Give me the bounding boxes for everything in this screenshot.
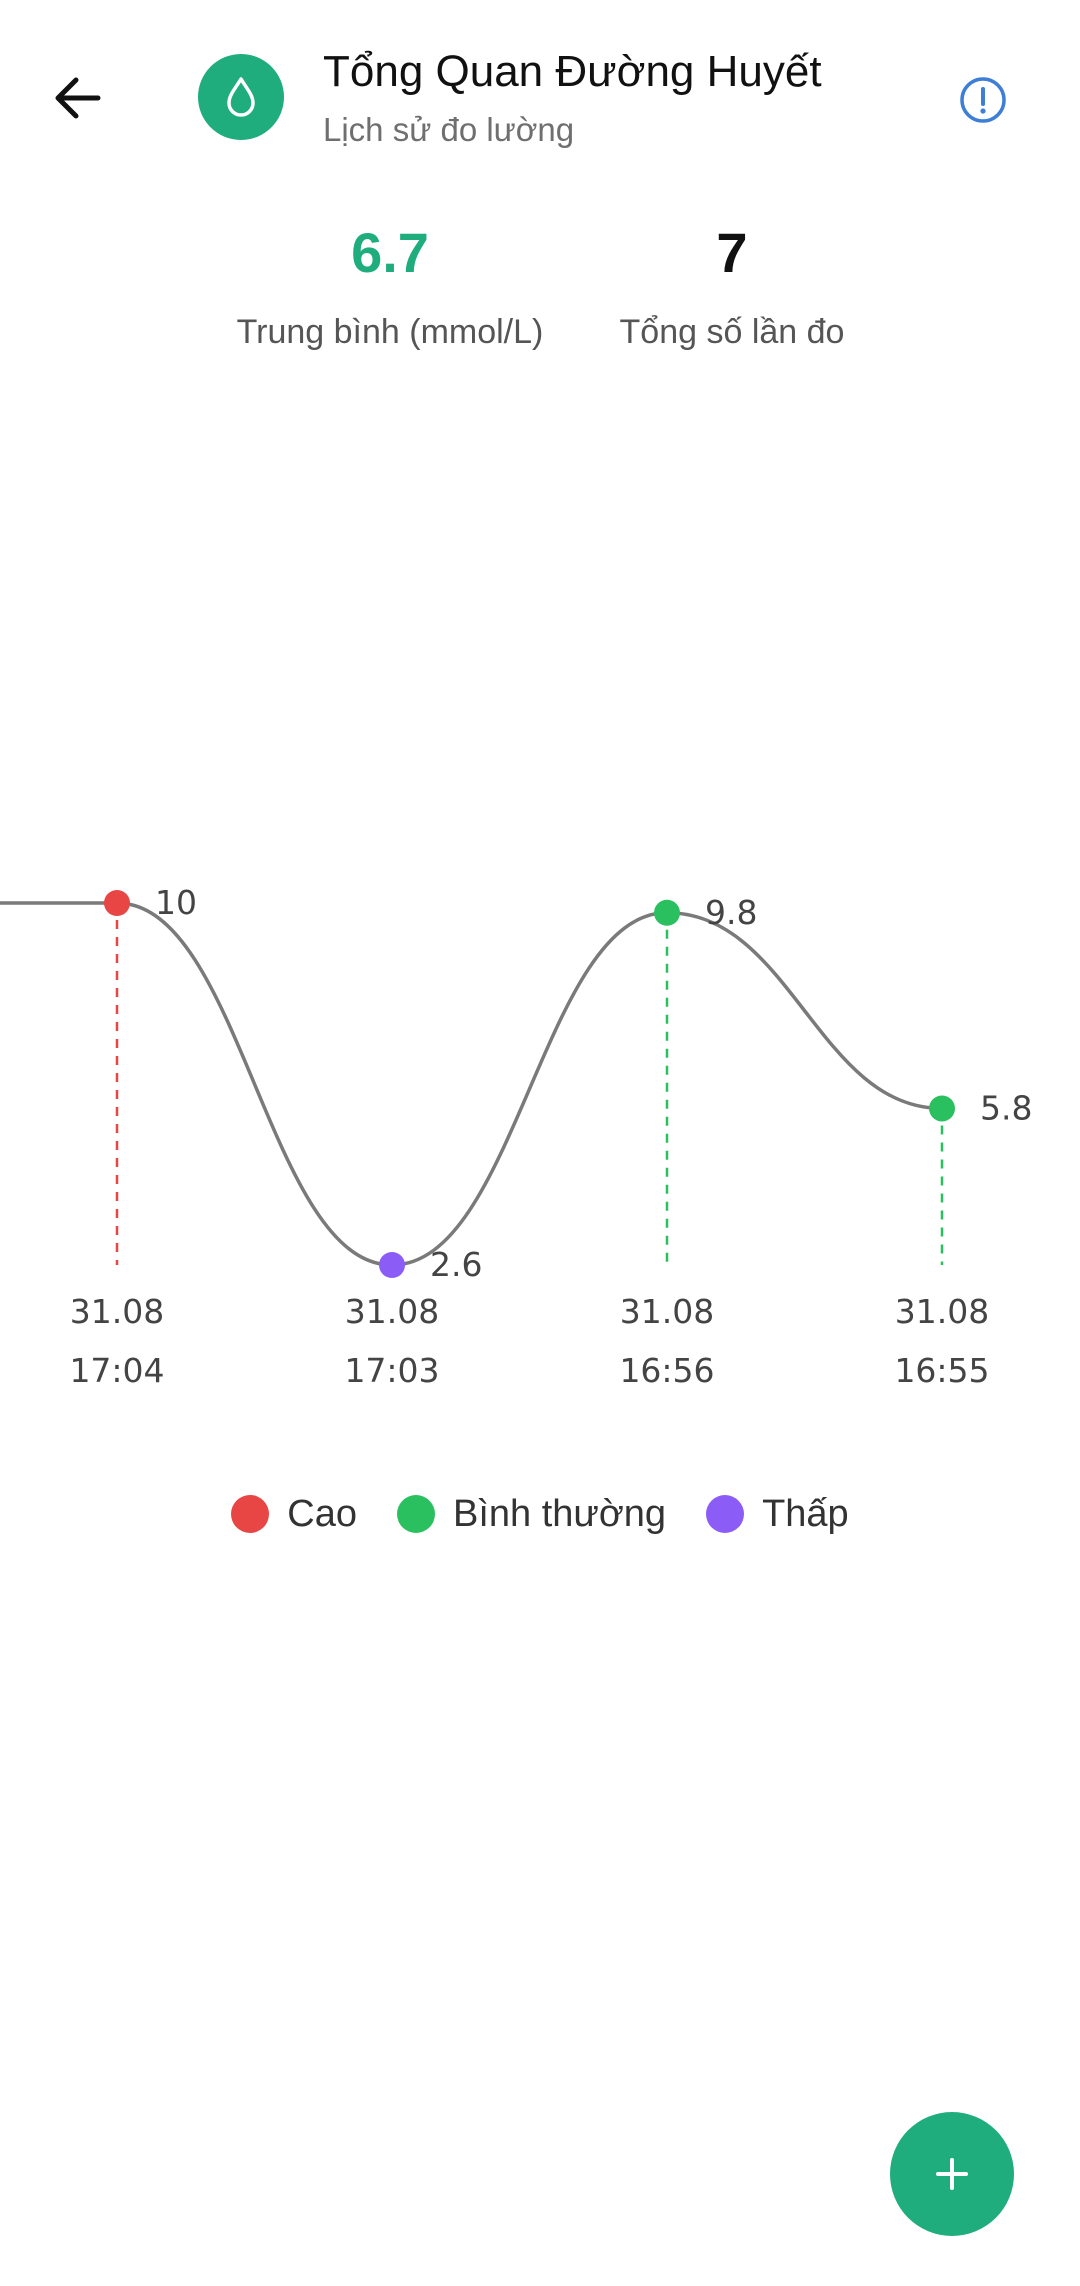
chart-legend: Cao Bình thường Thấp (0, 1490, 1080, 1538)
legend-label: Cao (287, 1493, 358, 1535)
info-button[interactable] (955, 72, 1011, 128)
data-point (929, 1095, 955, 1122)
legend-dot (706, 1495, 745, 1533)
x-tick-time: 17:03 (344, 1351, 439, 1390)
legend-dot (231, 1495, 270, 1533)
water-drop-icon (227, 77, 255, 117)
page-subtitle: Lịch sử đo lường (323, 111, 575, 148)
data-label: 5.8 (980, 1088, 1032, 1127)
add-measurement-button[interactable] (890, 2112, 1014, 2236)
count-label: Tổng số lần đo (619, 313, 845, 351)
legend-label: Thấp (762, 1493, 849, 1535)
data-label: 2.6 (430, 1245, 482, 1284)
x-tick-date: 31.08 (70, 1292, 164, 1331)
legend-item-low: Thấp (706, 1490, 849, 1538)
average-label: Trung bình (mmol/L) (236, 313, 544, 351)
glucose-line-chart: 10 2.6 9.8 5.8 31.08 17:04 31.08 17:03 31.08 16:5… (0, 883, 1032, 1390)
arrow-left-icon (55, 77, 101, 119)
series-line (0, 901, 944, 1267)
data-point (654, 899, 680, 926)
back-button[interactable] (40, 60, 116, 136)
legend-label: Bình thường (453, 1493, 667, 1535)
legend-item-high: Cao (231, 1490, 357, 1538)
x-tick-time: 16:55 (894, 1351, 989, 1390)
x-tick-time: 16:56 (619, 1351, 714, 1390)
average-value: 6.7 (351, 221, 429, 284)
legend-item-normal: Bình thường (397, 1490, 666, 1538)
data-point (379, 1252, 405, 1278)
blood-glucose-badge (198, 54, 284, 140)
x-tick-time: 17:04 (69, 1351, 164, 1390)
glucose-chart: 10 2.6 9.8 5.8 31.08 17:04 31.08 17:03 31.08 16:5… (0, 820, 1080, 1440)
page-title: Tổng Quan Đường Huyết (323, 47, 822, 96)
app-header: Tổng Quan Đường Huyết Lịch sử đo lường (0, 0, 1080, 200)
count-stat: 7 Tổng số lần đo (552, 218, 912, 354)
count-value: 7 (716, 221, 748, 284)
data-point (104, 890, 130, 916)
info-circle-icon (960, 77, 1006, 123)
x-tick-date: 31.08 (345, 1292, 439, 1331)
x-tick-date: 31.08 (895, 1292, 989, 1331)
plus-icon (936, 2158, 968, 2190)
legend-dot (397, 1495, 436, 1533)
data-label: 9.8 (705, 893, 757, 932)
data-label: 10 (155, 883, 197, 922)
x-tick-date: 31.08 (620, 1292, 714, 1331)
average-stat: 6.7 Trung bình (mmol/L) (210, 218, 570, 354)
